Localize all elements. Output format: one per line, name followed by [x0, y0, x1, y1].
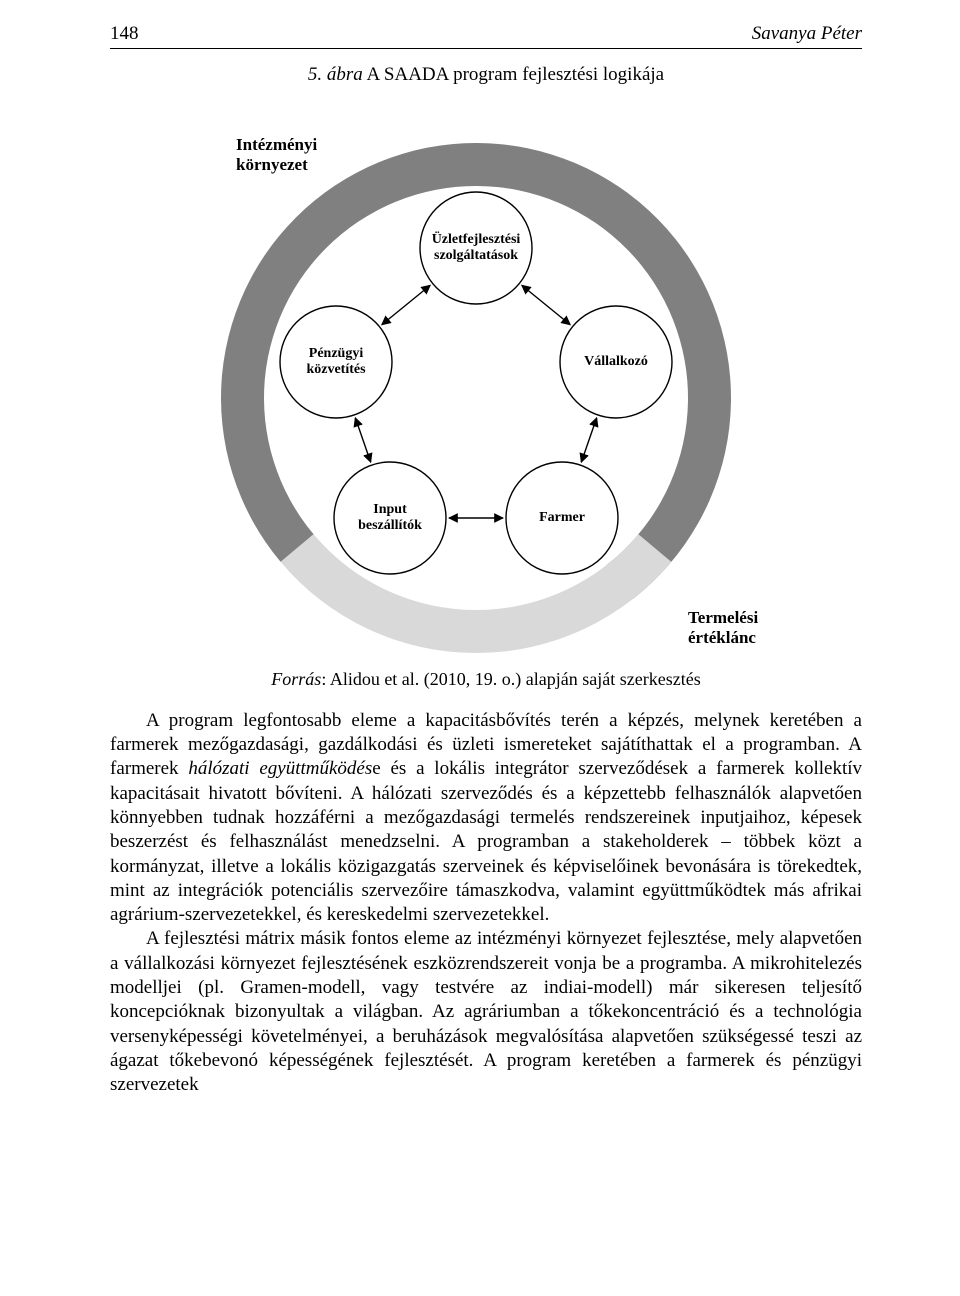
running-head-author: Savanya Péter — [752, 22, 862, 46]
edge-penzugy-input — [355, 417, 370, 461]
outer-label-intezmenyi: környezet — [236, 155, 308, 174]
outer-arc-light — [281, 534, 672, 653]
figure-title-text: A SAADA program fejlesztési logikája — [367, 64, 665, 85]
page-number: 148 — [110, 22, 139, 46]
paragraph-1: A program legfontosabb eleme a kapacitás… — [110, 709, 862, 928]
figure-title: 5. ábra A SAADA program fejlesztési logi… — [110, 63, 862, 87]
outer-label-termelesi: értéklánc — [688, 628, 756, 647]
running-header: 148 Savanya Péter — [110, 22, 862, 49]
p1-part-b: e és a lokális integrátor szerveződések … — [110, 758, 862, 925]
outer-label-intezmenyi: Intézményi — [236, 135, 317, 154]
node-label-uzlet: Üzletfejlesztési — [432, 230, 521, 247]
diagram-container: ÜzletfejlesztésiszolgáltatásokPénzügyikö… — [110, 98, 862, 658]
node-label-input: Input — [373, 502, 407, 517]
figure-number: 5. — [308, 64, 322, 85]
node-label-farmer: Farmer — [539, 510, 585, 525]
caption-forras: Forrás — [271, 669, 321, 689]
node-label-uzlet: szolgáltatások — [434, 248, 518, 263]
p1-italic: hálózati együttműködés — [188, 758, 372, 779]
body-text: A program legfontosabb eleme a kapacitás… — [110, 709, 862, 1098]
p2-text: A fejlesztési mátrix másik fontos eleme … — [110, 928, 862, 1095]
node-label-vallalk: Vállalkozó — [584, 354, 648, 369]
figure-abra: ábra — [327, 64, 363, 85]
outer-label-termelesi: Termelési — [688, 608, 758, 627]
node-label-penzugy: közvetítés — [306, 362, 366, 377]
figure-caption: Forrás: Alidou et al. (2010, 19. o.) ala… — [110, 668, 862, 691]
edge-farmer-vallalk — [581, 417, 596, 461]
edge-uzlet-penzugy — [382, 285, 430, 324]
saada-diagram: ÜzletfejlesztésiszolgáltatásokPénzügyikö… — [176, 98, 796, 658]
edge-vallalk-uzlet — [522, 285, 570, 324]
page: 148 Savanya Péter 5. ábra A SAADA progra… — [0, 0, 960, 1138]
node-label-input: beszállítók — [358, 518, 422, 533]
caption-rest: : Alidou et al. (2010, 19. o.) alapján s… — [321, 669, 700, 689]
node-label-penzugy: Pénzügyi — [309, 346, 364, 361]
paragraph-2: A fejlesztési mátrix másik fontos eleme … — [110, 927, 862, 1097]
